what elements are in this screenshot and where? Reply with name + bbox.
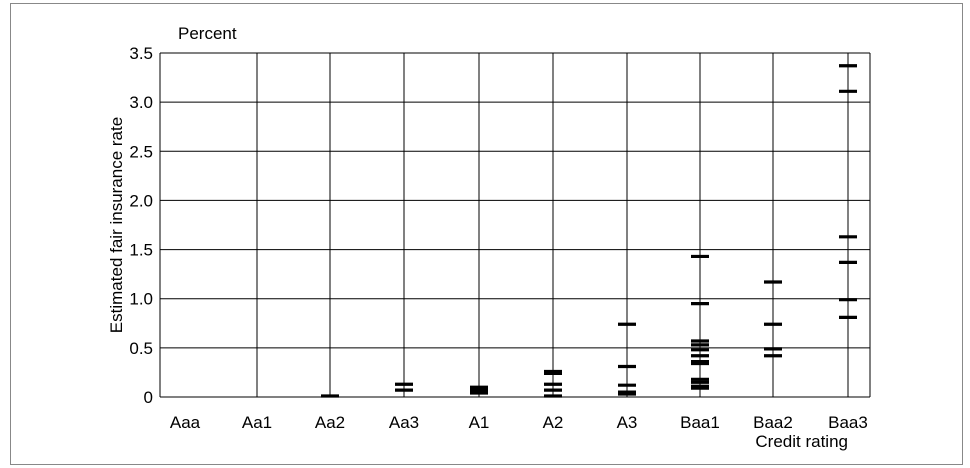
y-tick-label: 3.5	[129, 44, 153, 63]
y-tick-label: 2.0	[129, 191, 153, 210]
x-tick-label: Aa1	[242, 413, 272, 432]
x-tick-label: A1	[469, 413, 490, 432]
x-tick-label: Baa2	[753, 413, 793, 432]
y-tick-label: 3.0	[129, 93, 153, 112]
x-tick-label: Aaa	[170, 413, 201, 432]
y-tick-label: 0	[144, 388, 153, 407]
y-tick-label: 1.0	[129, 290, 153, 309]
x-tick-label: A2	[543, 413, 564, 432]
x-tick-label: Aa3	[389, 413, 419, 432]
y-axis-label: Estimated fair insurance rate	[107, 117, 126, 333]
x-tick-label: Baa3	[828, 413, 868, 432]
y-tick-label: 2.5	[129, 142, 153, 161]
x-tick-label: Baa1	[680, 413, 720, 432]
y-tick-labels: 0 0.5 1.0 1.5 2.0 2.5 3.0 3.5	[129, 44, 153, 407]
x-tick-labels: Aaa Aa1 Aa2 Aa3 A1 A2 A3 Baa1 Baa2 Baa3	[170, 413, 868, 432]
y-tick-label: 0.5	[129, 339, 153, 358]
grid	[159, 52, 871, 398]
unit-label: Percent	[178, 24, 237, 43]
x-axis-label: Credit rating	[755, 432, 848, 451]
y-tick-label: 1.5	[129, 241, 153, 260]
x-tick-label: Aa2	[315, 413, 345, 432]
x-tick-label: A3	[617, 413, 638, 432]
data-marks	[321, 64, 857, 398]
